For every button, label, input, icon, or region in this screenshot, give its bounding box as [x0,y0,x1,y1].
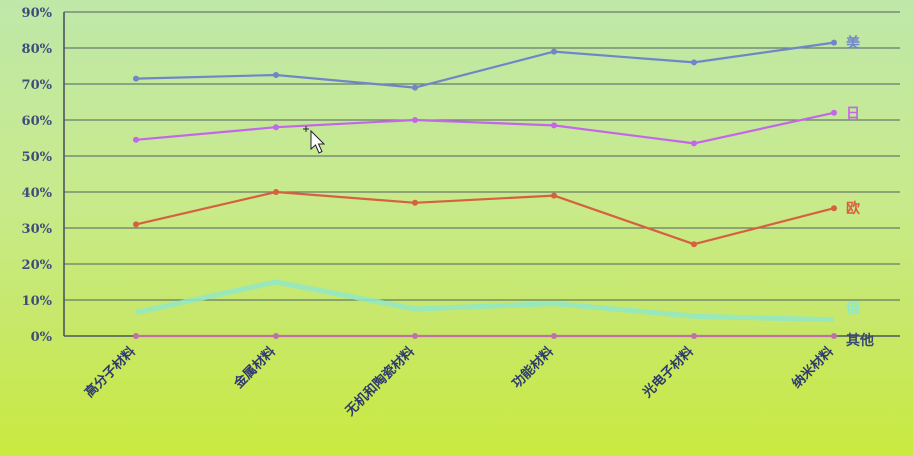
data-point [133,221,139,228]
data-point [551,122,557,129]
data-point [831,109,837,116]
data-point [412,199,418,206]
data-point [691,241,697,248]
data-point [133,136,139,143]
data-point [831,39,837,46]
series-line [135,279,835,323]
x-axis-categories: 高分子材料 金属材料 无机和陶瓷材料 功能材料 光电子材料 纳米材料 [82,344,837,420]
y-tick-label: 20% [22,258,53,273]
data-point [691,140,697,147]
x-category-label: 无机和陶瓷材料 [341,344,417,420]
series-group [133,39,837,339]
data-point [412,84,418,91]
data-point [831,333,837,339]
data-point [273,124,279,131]
series-label: 欧 [846,200,860,217]
series-label: 其他 [846,332,874,349]
data-point [412,117,418,123]
y-tick-label: 90% [22,6,53,21]
series-line [135,41,835,89]
data-point [691,59,697,66]
y-axis-ticks: 0% 10% 20% 30% 40% 50% 60% 70% 80% 90% [22,6,53,345]
data-point [551,192,557,199]
data-point [133,75,139,82]
y-tick-label: 40% [22,186,53,201]
series-label: 美 [846,35,861,52]
x-category-label: 光电子材料 [639,344,697,402]
x-category-label: 金属材料 [230,344,279,393]
x-category-label: 功能材料 [509,344,557,392]
data-point [691,333,697,339]
x-category-label: 纳米材料 [789,344,837,392]
y-tick-label: 60% [22,114,53,129]
y-tick-label: 10% [22,294,53,309]
data-point [412,333,418,339]
x-category-label: 高分子材料 [82,344,139,401]
data-point [831,205,837,212]
data-point [551,333,557,339]
y-tick-label: 70% [22,78,53,93]
grid [63,11,900,337]
data-point [133,333,139,339]
y-tick-label: 80% [22,42,53,57]
data-point [551,48,557,55]
y-tick-label: 0% [31,330,53,345]
mouse-cursor-icon [303,126,326,154]
data-point [273,189,279,195]
y-tick-label: 50% [22,150,53,165]
series-label: 日 [846,106,860,122]
series-line [135,190,835,246]
series-line [135,111,835,145]
y-tick-label: 30% [22,222,53,237]
data-point [273,72,279,78]
data-point [273,333,279,339]
series-label: 俄 [845,300,860,317]
